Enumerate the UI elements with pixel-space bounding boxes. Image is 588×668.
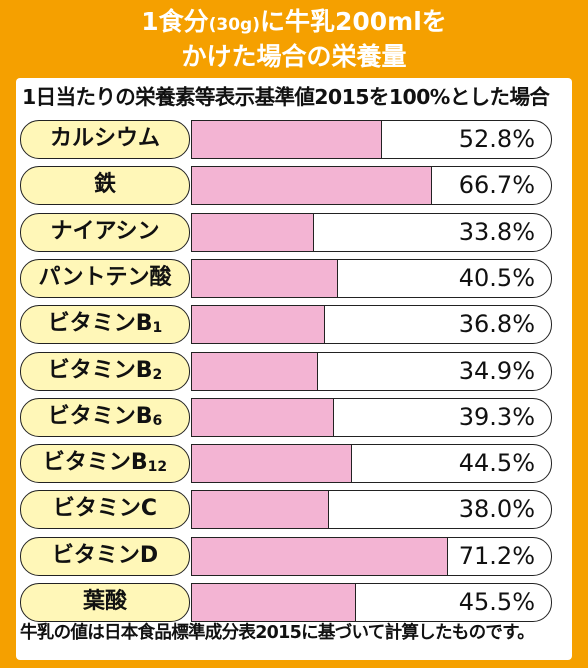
title-part-c: に牛乳200mlを <box>259 7 447 36</box>
bar-track: 71.2% <box>191 536 552 576</box>
title-line-1: 1食分(30g)に牛乳200mlを <box>0 6 588 41</box>
value-label: 40.5% <box>458 263 535 292</box>
category-label: 葉酸 <box>20 583 190 622</box>
bar-row: ビタミンB12 44.5% <box>20 444 552 484</box>
category-name: ナイアシン <box>50 218 160 244</box>
category-label: ビタミンB1 <box>20 305 190 345</box>
bar-track: 45.5% <box>191 583 552 622</box>
footnote: 牛乳の値は日本食品標準成分表2015に基づいて計算したものです。 <box>20 623 535 643</box>
bar-track: 33.8% <box>191 212 552 252</box>
chart-subtitle: 1日当たりの栄養素等表示基準値2015を100%とした場合 <box>22 85 550 109</box>
category-name: 鉄 <box>93 172 116 198</box>
bar-row: ビタミンB6 39.3% <box>20 397 552 437</box>
category-label: ナイアシン <box>20 212 190 252</box>
bar-row: 葉酸 45.5% <box>20 583 552 622</box>
bar-track: 38.0% <box>191 490 552 530</box>
category-name: カルシウム <box>49 126 160 151</box>
category-name: ビタミンB <box>47 357 153 383</box>
bar-track: 34.9% <box>191 351 552 391</box>
value-label: 66.7% <box>458 171 535 200</box>
bar <box>192 398 334 436</box>
category-subscript: 12 <box>147 459 168 476</box>
bar <box>192 537 448 575</box>
category-name: ビタミンB <box>47 403 153 429</box>
value-label: 71.2% <box>458 541 535 570</box>
value-label: 45.5% <box>458 588 535 616</box>
bar-track: 66.7% <box>191 166 552 206</box>
value-label: 33.8% <box>458 217 535 246</box>
bar-track: 44.5% <box>191 444 552 484</box>
bar-row: パントテン酸 40.5% <box>20 258 552 298</box>
bar-track: 39.3% <box>191 397 552 437</box>
category-name: 葉酸 <box>82 589 127 614</box>
bar <box>192 213 314 251</box>
bar-row: ビタミンB1 36.8% <box>20 305 552 345</box>
category-label: パントテン酸 <box>20 258 190 298</box>
bar-track: 40.5% <box>191 258 552 298</box>
category-subscript: 2 <box>152 366 163 383</box>
category-subscript: 1 <box>152 320 163 337</box>
bar <box>192 445 353 483</box>
bar <box>192 121 383 158</box>
bar <box>192 306 325 344</box>
category-label: ビタミンB2 <box>20 351 190 391</box>
bar-row: ビタミンC 38.0% <box>20 490 552 530</box>
category-name: ビタミンC <box>52 496 158 522</box>
bar-row: 鉄 66.7% <box>20 166 552 206</box>
value-label: 44.5% <box>458 449 535 478</box>
category-name: ビタミンB <box>47 311 153 337</box>
value-label: 39.3% <box>458 402 535 431</box>
category-subscript: 6 <box>152 412 163 429</box>
title-line-2: かけた場合の栄養量 <box>181 42 407 71</box>
bar-row: ビタミンB2 34.9% <box>20 351 552 391</box>
category-label: ビタミンB12 <box>20 444 190 484</box>
value-label: 52.8% <box>458 125 535 153</box>
value-label: 38.0% <box>458 495 535 524</box>
title-part-serving: (30g) <box>208 15 260 35</box>
value-label: 36.8% <box>458 310 535 339</box>
value-label: 34.9% <box>458 356 535 385</box>
category-label: ビタミンC <box>20 490 190 530</box>
bar <box>192 167 432 205</box>
bar-track: 36.8% <box>191 305 552 345</box>
category-label: 鉄 <box>20 166 190 206</box>
bar-row: ビタミンD 71.2% <box>20 536 552 576</box>
bar <box>192 491 330 529</box>
bar-track: 52.8% <box>191 120 552 159</box>
title-part-a: 1食分 <box>141 7 209 36</box>
bar <box>192 352 318 390</box>
category-name: ビタミンB <box>42 450 148 476</box>
bar-row: カルシウム 52.8% <box>20 120 552 159</box>
category-name: ビタミンD <box>51 542 159 568</box>
category-label: ビタミンB6 <box>20 397 190 437</box>
bar <box>192 584 356 621</box>
category-label: カルシウム <box>20 120 190 159</box>
bar-row: ナイアシン 33.8% <box>20 212 552 252</box>
chart-title: 1食分(30g)に牛乳200mlを かけた場合の栄養量 <box>0 6 588 72</box>
category-name: パントテン酸 <box>38 264 172 290</box>
bar <box>192 259 338 297</box>
category-label: ビタミンD <box>20 536 190 576</box>
